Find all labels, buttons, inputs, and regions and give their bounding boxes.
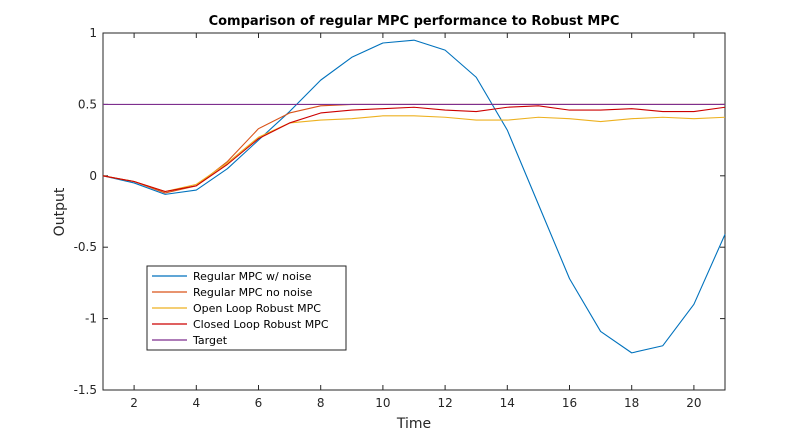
y-tick-label: 0 bbox=[89, 169, 97, 183]
series-line-3 bbox=[102, 105, 726, 193]
y-tick-label: 1 bbox=[89, 26, 97, 40]
plot-area: 2 4 6 8 10 12 14 16 18 20 -1.5 -1 -0.5 0 0.5 1 bbox=[74, 26, 726, 410]
x-tick-label: 8 bbox=[317, 396, 325, 410]
y-tick-label: -1.5 bbox=[74, 383, 97, 397]
x-tick-label: 4 bbox=[192, 396, 200, 410]
y-tick-label: -1 bbox=[85, 312, 97, 326]
legend-label-2: Open Loop Robust MPC bbox=[193, 302, 321, 315]
axes-box bbox=[102, 32, 726, 391]
x-tick-label: 16 bbox=[562, 396, 577, 410]
y-tick-label: -0.5 bbox=[74, 240, 97, 254]
x-axis-title: Time bbox=[396, 416, 431, 432]
x-tick-label: 18 bbox=[624, 396, 639, 410]
series-line-2 bbox=[102, 115, 726, 193]
y-tick-label: 0.5 bbox=[78, 97, 97, 111]
x-tick-label: 20 bbox=[686, 396, 701, 410]
legend-label-0: Regular MPC w/ noise bbox=[193, 270, 312, 283]
series-line-0 bbox=[102, 39, 726, 354]
x-tick-label: 6 bbox=[255, 396, 263, 410]
y-axis-title: Output bbox=[52, 187, 68, 236]
x-tick-label: 14 bbox=[500, 396, 515, 410]
x-tick-label: 10 bbox=[375, 396, 390, 410]
chart-title: Comparison of regular MPC performance to… bbox=[209, 14, 620, 29]
legend-label-3: Closed Loop Robust MPC bbox=[193, 318, 329, 331]
legend-label-1: Regular MPC no noise bbox=[193, 286, 313, 299]
x-tick-label: 12 bbox=[437, 396, 452, 410]
x-tick-label: 2 bbox=[130, 396, 138, 410]
legend-label-4: Target bbox=[192, 334, 228, 347]
legend: Regular MPC w/ noise Regular MPC no noise… bbox=[146, 265, 347, 351]
